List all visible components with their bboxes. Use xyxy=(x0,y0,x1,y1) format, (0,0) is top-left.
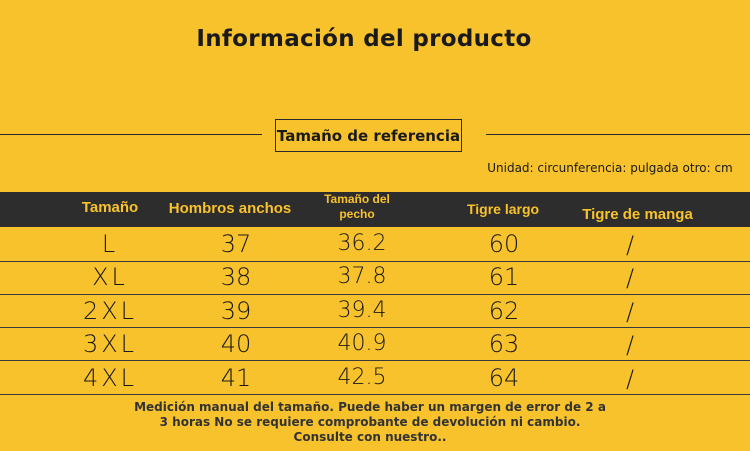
header-shoulders: Hombros anchos xyxy=(168,200,292,217)
cell-chest: 39.4 xyxy=(337,298,387,323)
row-divider xyxy=(0,327,750,328)
cell-size: 2XL xyxy=(82,297,138,325)
cell-length: 64 xyxy=(488,364,520,392)
cell-length: 61 xyxy=(488,263,520,291)
cell-sleeve: / xyxy=(625,365,635,393)
cell-length: 60 xyxy=(488,230,520,258)
cell-sleeve: / xyxy=(625,331,635,359)
cell-size: 3XL xyxy=(82,330,138,358)
cell-length: 62 xyxy=(488,297,520,325)
cell-shoulders: 38 xyxy=(220,263,252,291)
cell-chest: 40.9 xyxy=(337,331,387,356)
divider-right xyxy=(486,134,750,135)
row-divider xyxy=(0,261,750,262)
header-sleeve: Tigre de manga xyxy=(582,206,693,223)
disclaimer-line: 3 horas No se requiere comprobante de de… xyxy=(159,415,581,429)
row-divider xyxy=(0,360,750,361)
measurement-disclaimer: Medición manual del tamaño. Puede haber … xyxy=(110,400,630,445)
disclaimer-line: Consulte con nuestro.. xyxy=(293,430,447,444)
cell-shoulders: 39 xyxy=(220,297,252,325)
cell-size: L xyxy=(101,230,119,258)
divider-left xyxy=(0,134,262,135)
cell-chest: 36.2 xyxy=(337,231,387,256)
row-divider xyxy=(0,394,750,395)
cell-sleeve: / xyxy=(625,298,635,326)
row-divider xyxy=(0,294,750,295)
cell-chest: 42.5 xyxy=(337,365,387,390)
cell-shoulders: 37 xyxy=(220,230,252,258)
cell-sleeve: / xyxy=(625,231,635,259)
cell-size: XL xyxy=(92,263,128,291)
unit-note: Unidad: circunferencia: pulgada otro: cm xyxy=(487,161,733,175)
cell-length: 63 xyxy=(488,330,520,358)
page-title: Información del producto xyxy=(196,26,532,52)
cell-shoulders: 41 xyxy=(220,364,252,392)
cell-sleeve: / xyxy=(625,264,635,292)
cell-shoulders: 40 xyxy=(220,330,252,358)
header-size: Tamaño xyxy=(81,199,139,216)
cell-chest: 37.8 xyxy=(337,264,387,289)
header-length: Tigre largo xyxy=(466,201,540,217)
disclaimer-line: Medición manual del tamaño. Puede haber … xyxy=(134,400,606,414)
reference-size-label: Tamaño de referencia xyxy=(275,119,462,152)
header-chest: Tamaño del pecho xyxy=(324,192,390,221)
cell-size: 4XL xyxy=(82,364,138,392)
table-header xyxy=(0,192,750,227)
